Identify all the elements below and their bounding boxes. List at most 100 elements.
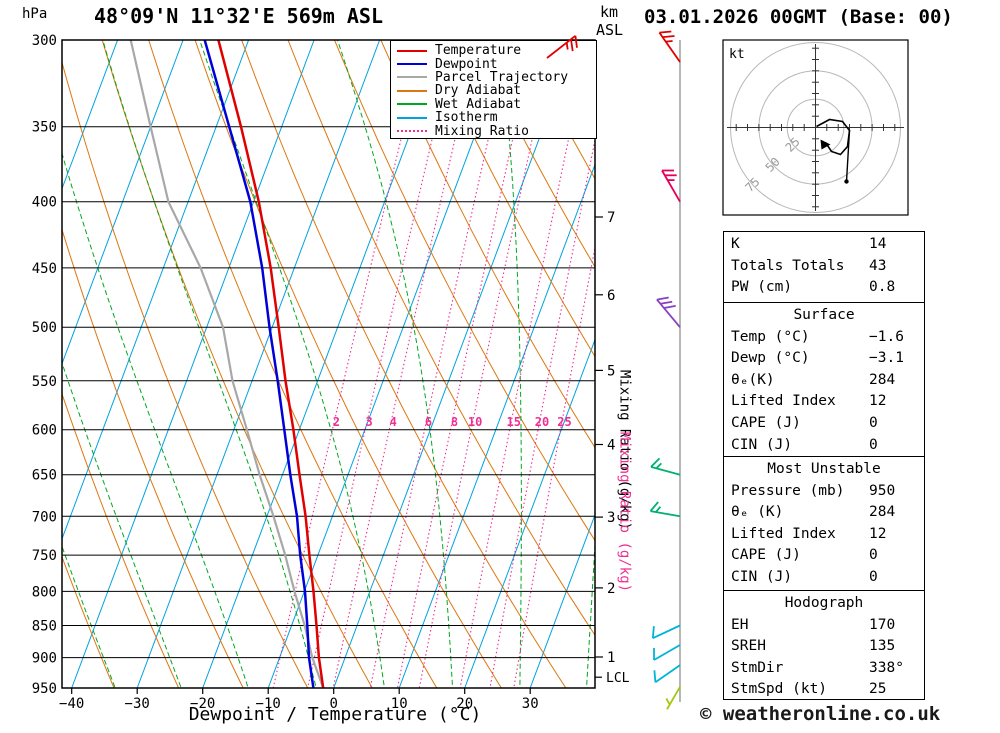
legend-line-sample [397,103,427,106]
svg-text:4: 4 [607,437,615,453]
legend-item-label: Parcel Trajectory [435,69,569,85]
legend-item-label: Dry Adiabat [435,83,522,99]
legend-item-label: Temperature [435,43,522,59]
table-row-label: Pressure (mb) [731,482,845,499]
station-title: 48°09'N 11°32'E 569m ASL [94,4,383,28]
hodograph-arrow [820,139,831,150]
table-row: Pressure (mb) 950 [724,481,924,503]
table-row-value: 14 [869,236,887,252]
table-row: K 14 [724,234,924,256]
table-row-value: 25 [869,681,887,698]
svg-text:600: 600 [32,423,57,439]
svg-text:20: 20 [456,696,473,712]
table-row-label: θₑ(K) [731,371,775,388]
legend-item-label: Wet Adiabat [435,96,522,112]
km-axis-unit-label: km [600,3,619,21]
table-row-label: Lifted Index [731,525,836,542]
plot-border [61,39,596,689]
legend-line-sample [397,116,427,119]
legend-item-label: Mixing Ratio [435,123,529,139]
table-title: Surface [793,307,855,323]
table-row: SREH 135 [724,636,924,658]
pressure-unit-label: hPa [22,6,48,22]
legend-line-sample [397,89,427,92]
table-row: Lifted Index 12 [724,391,924,413]
svg-text:6: 6 [607,288,615,304]
svg-text:−10: −10 [256,696,281,712]
svg-text:550: 550 [32,374,57,390]
svg-text:700: 700 [32,509,57,525]
table-row: Totals Totals 43 [724,256,924,278]
table-row-value: 0 [869,414,878,431]
svg-text:10: 10 [391,696,408,712]
svg-text:Mixing Ratio (g/kg): Mixing Ratio (g/kg) [617,432,633,592]
stats-table-indices: K 14 Totals Totals 43 PW (cm) 0.8 [723,231,925,303]
legend-item: Mixing Ratio [397,123,596,139]
table-row: θₑ (K) 284 [724,502,924,524]
svg-text:Mixing Ratio (g/kg): Mixing Ratio (g/kg) [617,370,633,530]
table-row: EH 170 [724,615,924,637]
mixing-ratio-labels: 2 3 4 6 8 10 15 20 25 [333,415,572,429]
wind-barb-column [649,30,681,710]
stats-table-most-unstable: Most Unstable Pressure (mb) 950 θₑ (K) 284 Li… [723,456,925,591]
table-row-value: 0 [869,568,878,585]
svg-text:2: 2 [333,415,340,429]
legend-line-sample [397,76,427,79]
legend-line-sample [397,49,427,52]
table-row-value: 12 [869,393,887,410]
table-row: CIN (J) 0 [724,567,924,589]
legend-item: Dewpoint [397,56,596,72]
svg-text:400: 400 [32,195,57,211]
table-row-label: K [731,236,740,252]
svg-text:450: 450 [32,261,57,277]
temperature-axis-ticks: −40 −30 −20 −10 0 10 20 30 [59,688,539,712]
svg-text:15: 15 [506,415,520,429]
svg-text:950: 950 [32,681,57,697]
table-row-value: 284 [869,504,896,521]
run-datetime: 03.01.2026 00GMT (Base: 00) [644,6,953,28]
table-row: PW (cm) 0.8 [724,277,924,299]
legend-item: Temperature [397,44,596,57]
svg-text:300: 300 [32,33,57,49]
svg-text:kt: kt [729,47,745,62]
table-row-label: CIN (J) [731,436,793,453]
table-title: Hodograph [784,595,864,611]
svg-text:LCL: LCL [606,671,630,686]
table-row-label: CIN (J) [731,568,793,585]
table-row-value: 12 [869,525,887,542]
table-row-value: 43 [869,257,887,274]
table-row: θₑ(K) 284 [724,370,924,392]
table-row: CAPE (J) 0 [724,545,924,567]
svg-text:−20: −20 [190,696,215,712]
legend-line-sample [397,130,427,133]
svg-text:850: 850 [32,618,57,634]
svg-text:750: 750 [32,548,57,564]
stats-table-surface: Surface Temp (°C) −1.6 Dewp (°C) −3.1 θₑ(K) 28… [723,302,925,457]
svg-text:25: 25 [557,415,571,429]
svg-text:5: 5 [607,363,615,379]
table-row-value: 0 [869,547,878,564]
legend-item: Parcel Trajectory [397,71,596,84]
legend-line-sample [397,63,427,66]
table-row-label: Temp (°C) [731,328,810,345]
svg-text:3: 3 [366,415,373,429]
table-row-label: CAPE (J) [731,414,801,431]
svg-text:3: 3 [607,510,615,526]
x-axis-title: Dewpoint / Temperature (°C) [188,704,482,725]
svg-text:800: 800 [32,584,57,600]
legend-item: Wet Adiabat [397,98,596,111]
svg-text:650: 650 [32,468,57,484]
svg-text:0: 0 [329,696,337,712]
svg-text:6: 6 [425,415,432,429]
stats-table-hodograph: Hodograph EH 170 SREH 135 StmDir 338° StmSpd (k… [723,590,925,700]
table-row: CAPE (J) 0 [724,413,924,435]
table-row-value: 284 [869,371,896,388]
table-row-label: PW (cm) [731,279,793,296]
legend-item-label: Dewpoint [435,56,498,72]
legend-item-label: Isotherm [435,110,498,126]
table-row: Dewp (°C) −3.1 [724,348,924,370]
svg-text:4: 4 [390,415,397,429]
table-row: StmSpd (kt) 25 [724,679,924,699]
svg-text:7: 7 [607,210,615,226]
